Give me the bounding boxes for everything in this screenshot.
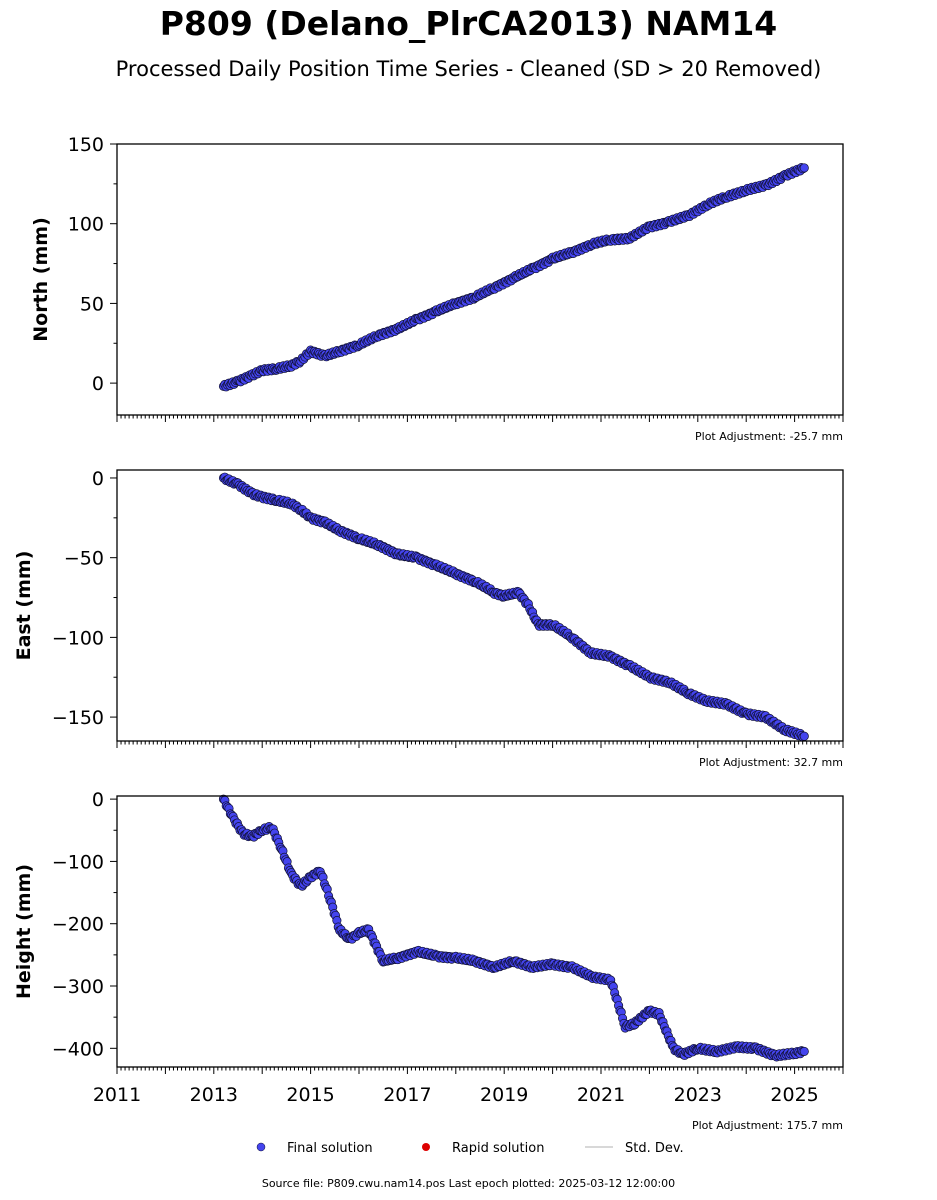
- north-plot-frame: [116, 143, 844, 416]
- y-tick-label: −300: [52, 976, 104, 998]
- plot-adjustment-note: Plot Adjustment: -25.7 mm: [695, 430, 843, 443]
- y-tick-label: 150: [68, 134, 104, 156]
- x-tick-label: 2013: [190, 1084, 238, 1106]
- source-footer: Source file: P809.cwu.nam14.pos Last epo…: [261, 1177, 676, 1190]
- x-tick-label: 2015: [286, 1084, 334, 1106]
- x-tick-label: 2019: [480, 1084, 528, 1106]
- legend-final-label: Final solution: [287, 1141, 373, 1156]
- plot-adjustment-note: Plot Adjustment: 175.7 mm: [692, 1119, 843, 1132]
- chart-subtitle: Processed Daily Position Time Series - C…: [115, 57, 822, 81]
- x-tick-label: 2023: [674, 1084, 722, 1106]
- y-tick-label: −100: [52, 851, 104, 873]
- legend-rapid-marker: [422, 1143, 430, 1151]
- y-tick-label: 0: [92, 468, 104, 490]
- plot-adjustment-note: Plot Adjustment: 32.7 mm: [699, 756, 843, 769]
- height-plot-frame: [116, 795, 844, 1068]
- y-tick-label: −400: [52, 1038, 104, 1060]
- legend-rapid-label: Rapid solution: [452, 1141, 544, 1156]
- x-tick-label: 2017: [383, 1084, 431, 1106]
- height-data-point: [799, 1046, 809, 1056]
- north-data-point: [799, 163, 809, 173]
- height-axis-label: Height (mm): [13, 864, 35, 999]
- y-tick-label: −100: [52, 627, 104, 649]
- y-tick-label: −200: [52, 914, 104, 936]
- x-tick-label: 2025: [770, 1084, 818, 1106]
- y-tick-label: 50: [80, 293, 104, 315]
- x-tick-label: 2021: [577, 1084, 625, 1106]
- y-tick-label: 0: [92, 789, 104, 811]
- north-axis-label: North (mm): [30, 217, 52, 342]
- east-axis-label: East (mm): [13, 551, 35, 661]
- y-tick-label: −50: [64, 548, 104, 570]
- legend-std-label: Std. Dev.: [625, 1141, 684, 1156]
- x-tick-label: 2011: [93, 1084, 141, 1106]
- east-data-point: [799, 731, 809, 741]
- legend-final-marker: [256, 1142, 266, 1152]
- y-tick-label: −150: [52, 707, 104, 729]
- y-tick-label: 100: [68, 214, 104, 236]
- chart-title: P809 (Delano_PlrCA2013) NAM14: [159, 4, 778, 43]
- east-plot-frame: [116, 469, 844, 742]
- y-tick-label: 0: [92, 373, 104, 395]
